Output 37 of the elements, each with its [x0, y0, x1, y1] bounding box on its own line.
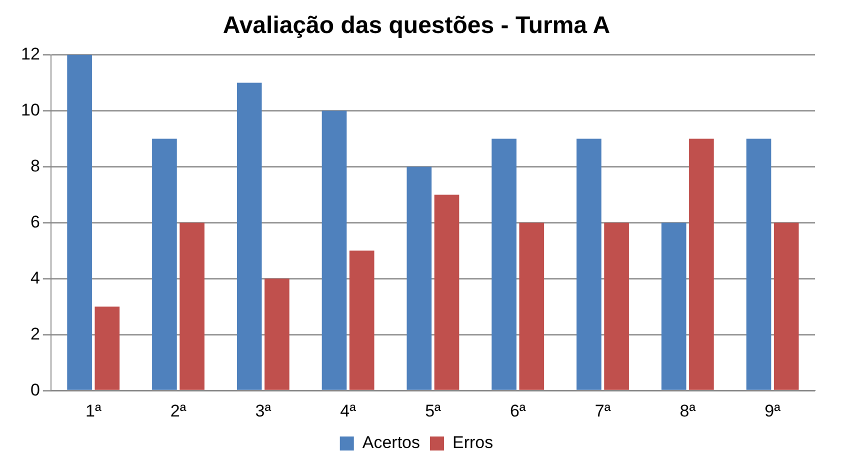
- x-tick-label: 3ª: [255, 401, 272, 420]
- y-tick-label: 10: [20, 100, 40, 120]
- legend-label: Erros: [452, 433, 494, 452]
- x-tick-label: 6ª: [510, 401, 526, 420]
- y-tick-label: 2: [30, 324, 40, 344]
- x-tick-label: 1ª: [85, 401, 102, 420]
- bar: [746, 138, 772, 390]
- bar: [264, 278, 290, 390]
- bar: [492, 138, 516, 390]
- bar: [67, 54, 92, 390]
- x-tick-label: 2ª: [170, 401, 187, 420]
- bar: [774, 222, 799, 390]
- bar: [152, 138, 177, 390]
- x-tick-label: 7ª: [594, 401, 612, 420]
- bar: [236, 82, 262, 390]
- x-tick-label: 8ª: [680, 401, 696, 420]
- y-tick-label: 0: [30, 380, 40, 400]
- x-tick-label: 9ª: [764, 401, 782, 420]
- legend-label: Acertos: [362, 433, 420, 452]
- bar: [406, 166, 432, 390]
- y-tick-label: 4: [30, 268, 40, 288]
- bar: [689, 138, 714, 390]
- x-tick-label: 5ª: [425, 401, 442, 420]
- bar: [576, 138, 602, 390]
- bar: [661, 222, 686, 390]
- bar: [604, 222, 629, 390]
- y-tick-label: 8: [30, 156, 40, 176]
- y-tick-label: 6: [30, 212, 40, 232]
- y-tick-label: 12: [20, 44, 40, 64]
- bar: [349, 250, 374, 390]
- bar: [322, 110, 347, 390]
- bar: [434, 194, 460, 390]
- bar: [519, 222, 544, 390]
- chart-title: Avaliação das questões - Turma A: [222, 12, 610, 40]
- bar: [180, 222, 204, 390]
- x-tick-label: 4ª: [340, 401, 357, 420]
- bar: [94, 306, 120, 390]
